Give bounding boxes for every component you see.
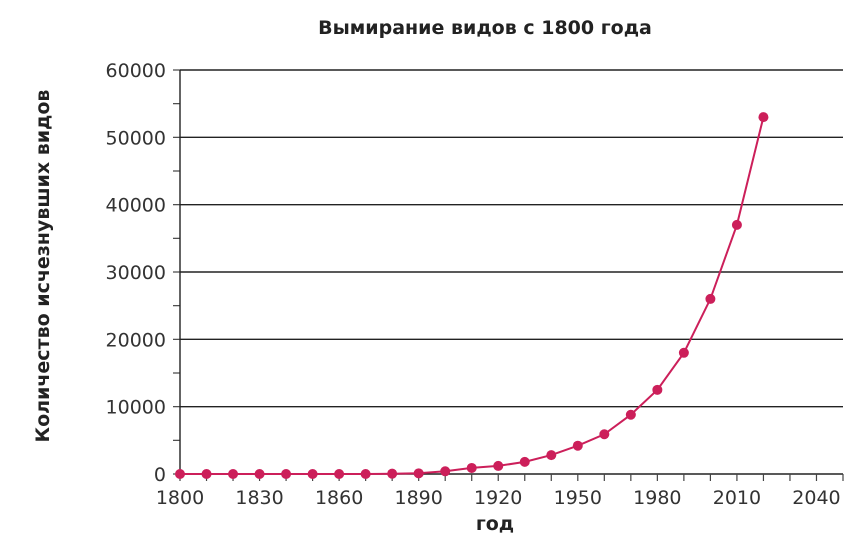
y-tick-label-50000: 50000 [106,127,166,149]
data-point-1840 [281,469,292,479]
y-tick-label-10000: 10000 [106,397,166,419]
data-point-1860 [334,469,345,479]
y-axis-label: Количество исчезнувших видов [32,90,54,443]
data-point-1940 [546,450,557,461]
x-tick-label-1980: 1980 [633,487,681,509]
x-tick-label-2010: 2010 [713,487,761,509]
data-point-1970 [625,409,636,420]
data-point-2000 [705,293,716,304]
grid-lines [180,69,843,408]
data-point-1990 [678,347,689,358]
x-tick-label-1830: 1830 [235,487,283,509]
y-tick-label-20000: 20000 [106,329,166,351]
data-point-1880 [387,468,398,479]
y-tick-label-40000: 40000 [106,195,166,217]
x-tick-label-1950: 1950 [554,487,602,509]
tick-labels: 0 10000 20000 30000 40000 50000 60000 1800 1830 1… [106,60,841,509]
data-point-1960 [599,429,610,440]
x-tick-label-1860: 1860 [315,487,363,509]
x-tick-label-1890: 1890 [395,487,443,509]
data-point-1820 [228,469,239,479]
data-point-1800 [175,469,185,479]
data-point-2010 [731,219,742,230]
data-point-2020 [758,112,769,123]
data-point-1900 [440,466,451,477]
data-point-1890 [413,468,424,479]
x-tick-label-2040: 2040 [792,487,840,509]
data-point-1850 [307,469,318,479]
data-point-1980 [652,384,663,395]
data-point-1830 [254,469,265,479]
y-tick-label-30000: 30000 [106,262,166,284]
data-point-1930 [519,456,530,467]
y-tick-label-60000: 60000 [106,60,166,82]
series [175,112,769,479]
x-axis-label: год [476,513,514,535]
axes [173,69,844,481]
chart-title: Вымирание видов с 1800 года [318,17,652,39]
data-point-1810 [201,469,212,479]
x-tick-label-1920: 1920 [474,487,522,509]
data-point-1910 [466,462,477,473]
data-point-1870 [360,469,371,479]
y-tick-label-0: 0 [154,464,166,486]
data-point-1950 [572,440,583,451]
x-tick-label-1800: 1800 [156,487,204,509]
data-point-1920 [493,460,504,471]
series-line-0 [180,116,765,475]
